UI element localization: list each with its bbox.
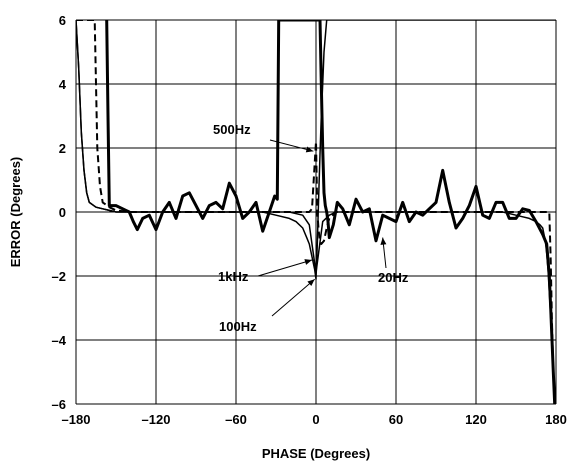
y-axis-title: ERROR (Degrees) — [8, 157, 23, 268]
annotation-label-100hz: 100Hz — [219, 319, 257, 334]
y-tick-label: 6 — [59, 13, 66, 28]
y-tick-label: 0 — [59, 205, 66, 220]
y-tick-label: –6 — [52, 397, 66, 412]
annotation-arrowhead — [307, 279, 315, 286]
tick-labels: –180 –120 –60 0 60 120 180 –6 –4 –2 0 2 4 6 — [52, 13, 567, 427]
series-line-500hz — [76, 20, 556, 404]
x-tick-label: –120 — [142, 412, 171, 427]
x-tick-label: 0 — [312, 412, 319, 427]
annotation-arrowhead — [304, 259, 312, 265]
x-tick-label: 180 — [545, 412, 567, 427]
annotation-label-20hz: 20Hz — [378, 270, 409, 285]
y-tick-label: –4 — [52, 333, 67, 348]
annotation-label-1khz: 1kHz — [218, 269, 249, 284]
annotation-leader — [269, 139, 314, 152]
x-tick-label: 60 — [389, 412, 403, 427]
y-tick-label: –2 — [52, 269, 66, 284]
annotation-leader — [271, 278, 315, 317]
x-tick-label: –180 — [62, 412, 91, 427]
series-line-20hz — [105, 20, 556, 404]
y-tick-label: 2 — [59, 141, 66, 156]
x-tick-label: 120 — [465, 412, 487, 427]
annotations: 500Hz 1kHz 100Hz 20Hz — [213, 122, 409, 334]
x-axis-title: PHASE (Degrees) — [262, 446, 370, 461]
series-lines — [76, 20, 556, 404]
annotation-leader — [257, 259, 313, 277]
annotation-arrowhead — [380, 237, 387, 245]
annotation-label-500hz: 500Hz — [213, 122, 251, 137]
x-tick-label: –60 — [225, 412, 247, 427]
annotation-arrowhead — [305, 146, 314, 153]
y-tick-label: 4 — [59, 77, 67, 92]
